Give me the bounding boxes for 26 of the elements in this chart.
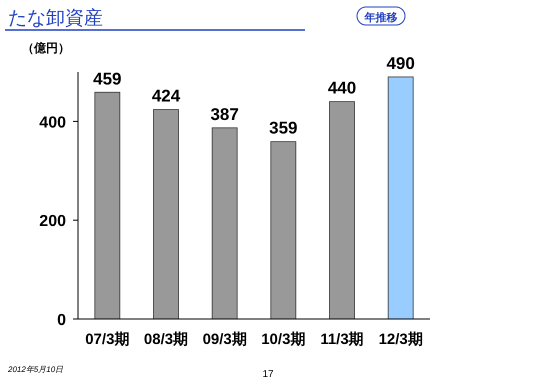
data-label: 359 [269,118,298,138]
bar [153,109,179,320]
x-tick-label: 12/3期 [378,331,423,348]
x-tick-label: 09/3期 [202,331,247,348]
bar [329,101,355,320]
bar [388,76,414,320]
data-label: 440 [328,78,356,98]
x-tick-label: 10/3期 [261,331,306,348]
data-label: 459 [93,69,122,88]
y-axis-title: （億円） [22,41,70,55]
bar [212,127,238,320]
text: 2012年5月10日 [7,365,64,374]
data-label: 387 [210,104,239,124]
text: 年推移 [364,11,398,24]
bar [94,92,120,320]
y-tick-label: 0 [57,312,66,329]
x-tick-label: 08/3期 [144,331,188,348]
y-tick-label: 200 [39,213,66,230]
title: たな卸資産 [8,8,103,29]
data-label: 490 [386,54,415,73]
x-tick-label: 07/3期 [85,331,130,348]
text: 17 [262,369,274,380]
x-tick-label: 11/3期 [320,331,364,348]
bar [270,141,296,320]
y-tick-label: 400 [39,114,66,132]
data-label: 424 [152,86,181,106]
